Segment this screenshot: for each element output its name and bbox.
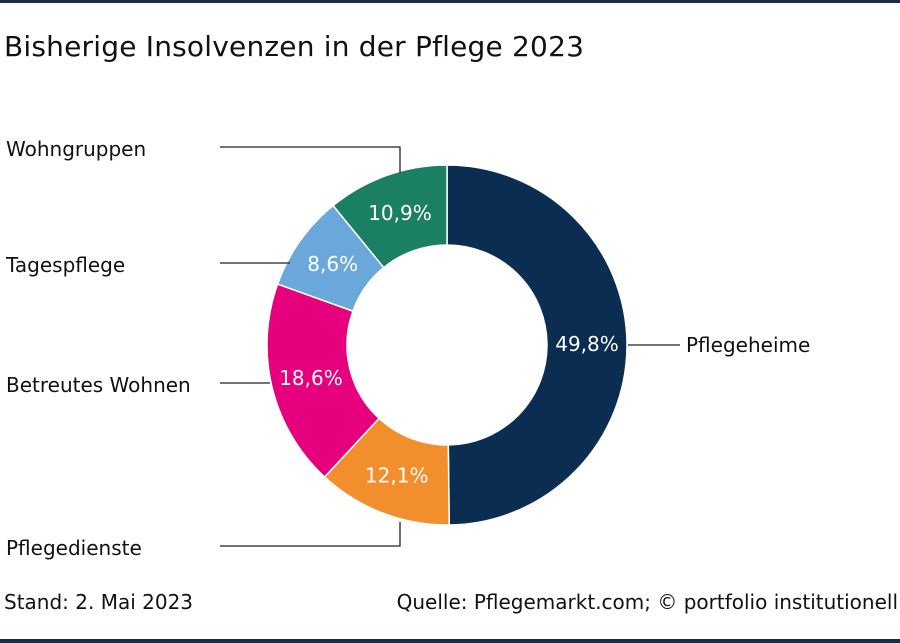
footer-source: Quelle: Pflegemarkt.com; © portfolio ins…	[396, 590, 898, 614]
bottom-rule	[0, 639, 900, 643]
category-label-pflegedienste: Pflegedienste	[6, 536, 142, 560]
category-label-tagespflege: Tagespflege	[5, 253, 125, 277]
leader-line-pflegedienste	[220, 522, 401, 547]
chart-title: Bisherige Insolvenzen in der Pflege 2023	[4, 30, 585, 63]
slice-value-label-pflegedienste: 12,1%	[365, 464, 429, 488]
slice-value-label-tagespflege: 8,6%	[307, 252, 358, 276]
top-rule	[0, 0, 900, 3]
footer-date: Stand: 2. Mai 2023	[4, 590, 194, 614]
slice-value-label-pflegeheime: 49,8%	[555, 332, 619, 356]
slice-value-label-wohngruppen: 10,9%	[368, 201, 432, 225]
donut-slice-pflegeheime	[446, 164, 628, 526]
category-label-betreutes-wohnen: Betreutes Wohnen	[6, 373, 191, 397]
category-label-pflegeheime: Pflegeheime	[686, 333, 810, 357]
slice-value-label-betreutes-wohnen: 18,6%	[279, 366, 343, 390]
category-label-wohngruppen: Wohngruppen	[6, 137, 146, 161]
leader-line-wohngruppen	[220, 146, 401, 173]
donut-slice-wohngruppen	[332, 164, 448, 269]
